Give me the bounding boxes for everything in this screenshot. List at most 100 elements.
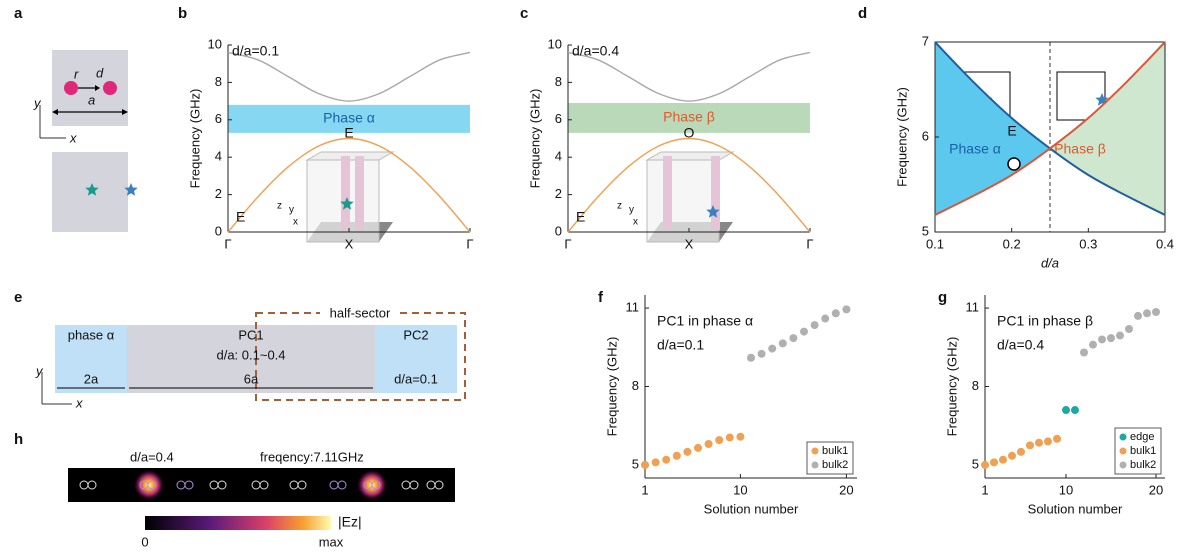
axis-x: x — [69, 130, 77, 145]
arrow-head — [122, 109, 128, 115]
annotation: E — [1007, 123, 1016, 139]
y-tick-label: 11 — [626, 300, 640, 315]
rod-pair — [371, 480, 381, 490]
x-tick-label: 1 — [981, 482, 988, 497]
rod — [64, 81, 78, 95]
data-point — [1080, 348, 1088, 357]
inset-axis: y — [629, 205, 634, 216]
legend-marker — [1119, 461, 1127, 469]
rod-pair — [337, 480, 347, 490]
band-gap — [228, 104, 470, 133]
legend-marker — [811, 461, 819, 469]
data-point — [747, 353, 755, 362]
panel-label: b — [178, 5, 187, 22]
x-tick-label: Γ — [806, 236, 813, 251]
structure-inset: z y x — [617, 151, 735, 243]
inset-rod — [355, 156, 364, 230]
band-curve — [567, 51, 811, 102]
panel-label: h — [14, 431, 23, 448]
panel-label: c — [520, 5, 528, 22]
rod-pair — [184, 480, 194, 490]
data-point — [683, 447, 692, 456]
x-axis-label: d/a — [1041, 255, 1059, 270]
panel-label: g — [938, 289, 947, 306]
annotation-ring — [1007, 157, 1021, 171]
region-label: phase α — [68, 327, 115, 342]
y-tick-label: 4 — [215, 149, 222, 164]
y-tick-label: 5 — [632, 456, 639, 471]
half-sector-box — [255, 312, 466, 401]
region-label: d/a=0.1 — [394, 371, 438, 386]
data-point — [821, 314, 830, 323]
width-label: 6a — [244, 371, 259, 386]
data-point — [1008, 451, 1016, 460]
x-tick-label: X — [345, 236, 354, 251]
data-point — [1017, 447, 1025, 456]
x-axis-label: Solution number — [704, 501, 799, 516]
field-hotspot — [133, 469, 165, 501]
inset-axis: y — [289, 205, 294, 216]
x-tick-label: 0.4 — [1156, 236, 1174, 251]
y-tick-label: 8 — [972, 378, 979, 393]
data-point — [810, 321, 819, 330]
annotation: O — [684, 125, 695, 141]
unit-cell-schematic: r d a y x — [33, 50, 128, 232]
data-point — [662, 455, 671, 464]
data-point — [842, 305, 851, 314]
y-tick-label: 10 — [548, 36, 562, 51]
axis-y: y — [35, 363, 44, 378]
inset-top — [645, 151, 735, 161]
data-point — [1143, 309, 1151, 318]
pc1-region — [127, 325, 375, 393]
inset-axis: x — [633, 217, 638, 228]
panel-label: f — [598, 289, 604, 306]
data-point — [1107, 334, 1115, 343]
field-strip — [68, 468, 455, 502]
y-axis-label: Frequency (GHz) — [604, 337, 619, 437]
data-point — [789, 334, 798, 343]
x-tick-label: X — [685, 236, 694, 251]
phase-region — [935, 42, 1050, 215]
annotation: E — [236, 209, 245, 225]
data-point — [1035, 438, 1043, 447]
star-icon — [706, 205, 720, 218]
region-label: PC2 — [403, 327, 428, 342]
x-tick-label: 0.1 — [926, 236, 944, 251]
y-tick-label: 4 — [555, 149, 562, 164]
colorbar-label: |Ez| — [338, 514, 362, 530]
inset-box — [646, 159, 720, 243]
data-point — [1152, 307, 1160, 316]
x-tick-label: 10 — [733, 482, 747, 497]
region-label: PC1 — [238, 327, 263, 342]
x-tick-label: 1 — [641, 482, 648, 497]
x-tick-label: 20 — [1149, 482, 1163, 497]
data-point — [778, 339, 787, 348]
legend-entry: bulk1 — [822, 445, 848, 457]
y-tick-label: 6 — [555, 111, 562, 126]
y-axis-label: Frequency (GHz) — [944, 337, 959, 437]
inset-rod — [341, 156, 350, 230]
legend-entry: bulk1 — [1130, 445, 1156, 457]
x-axis-label: Solution number — [1028, 501, 1123, 516]
inset-axis: x — [293, 217, 298, 228]
region-label: Phase α — [949, 141, 1001, 157]
data-point — [831, 309, 840, 318]
star-icon — [340, 197, 354, 210]
arrow-head — [95, 85, 100, 91]
legend-entry: bulk2 — [1130, 459, 1156, 471]
data-point — [1098, 335, 1106, 344]
annotation: E — [576, 209, 585, 225]
y-tick-label: 8 — [215, 74, 222, 89]
band-label: Phase β — [663, 109, 715, 125]
panel-label: a — [14, 5, 23, 22]
band-curve — [567, 137, 811, 233]
data-point — [1116, 331, 1124, 340]
data-point — [694, 443, 702, 452]
data-point — [999, 455, 1007, 464]
supercell-schematic: half-sector phase α PC1 d/a: 0.1~0.4 PC2… — [35, 305, 466, 410]
x-tick-label: 0.2 — [1003, 236, 1021, 251]
rod-pair — [87, 480, 97, 490]
y-tick-label: 7 — [922, 33, 929, 48]
rod-pair — [297, 480, 307, 490]
